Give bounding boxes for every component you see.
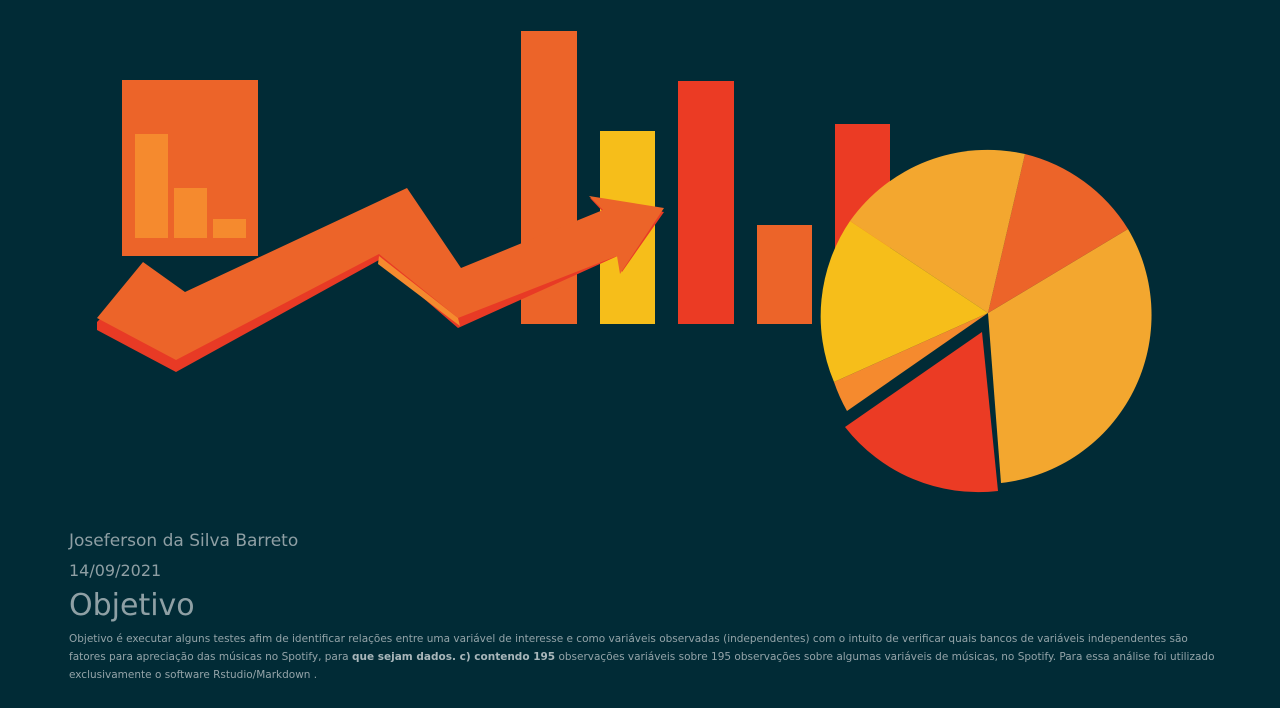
pie-slice-amber-large	[988, 229, 1152, 483]
pie-slice-amber-top	[850, 149, 1025, 313]
paragraph-bold-1: que sejam dados. c) contendo 195	[351, 651, 556, 663]
bar-3	[678, 81, 734, 324]
pie-slice-light-orange	[834, 313, 988, 411]
section-title: Objetivo	[69, 588, 195, 623]
pie-slice-yellow	[820, 221, 988, 382]
trend-arrow-icon	[97, 188, 664, 372]
pie-slice-orange	[988, 154, 1128, 313]
paragraph-text-1: Objetivo é executar alguns testes afim d…	[69, 633, 1188, 663]
document-date: 14/09/2021	[69, 561, 162, 580]
bar-4	[757, 225, 812, 324]
hero-illustration	[97, 31, 1152, 493]
pie-slice-red	[845, 332, 998, 493]
document-body: Joseferson da Silva Barreto 14/09/2021 O…	[69, 528, 1219, 684]
paragraph-text-2: observações variáveis sobre 195 observaç…	[69, 651, 1215, 681]
bar-chart-card-icon	[122, 80, 258, 256]
author-name: Joseferson da Silva Barreto	[69, 531, 299, 551]
objective-paragraph: Objetivo é executar alguns testes afim d…	[69, 630, 1219, 684]
pie-chart-icon	[820, 149, 1152, 493]
